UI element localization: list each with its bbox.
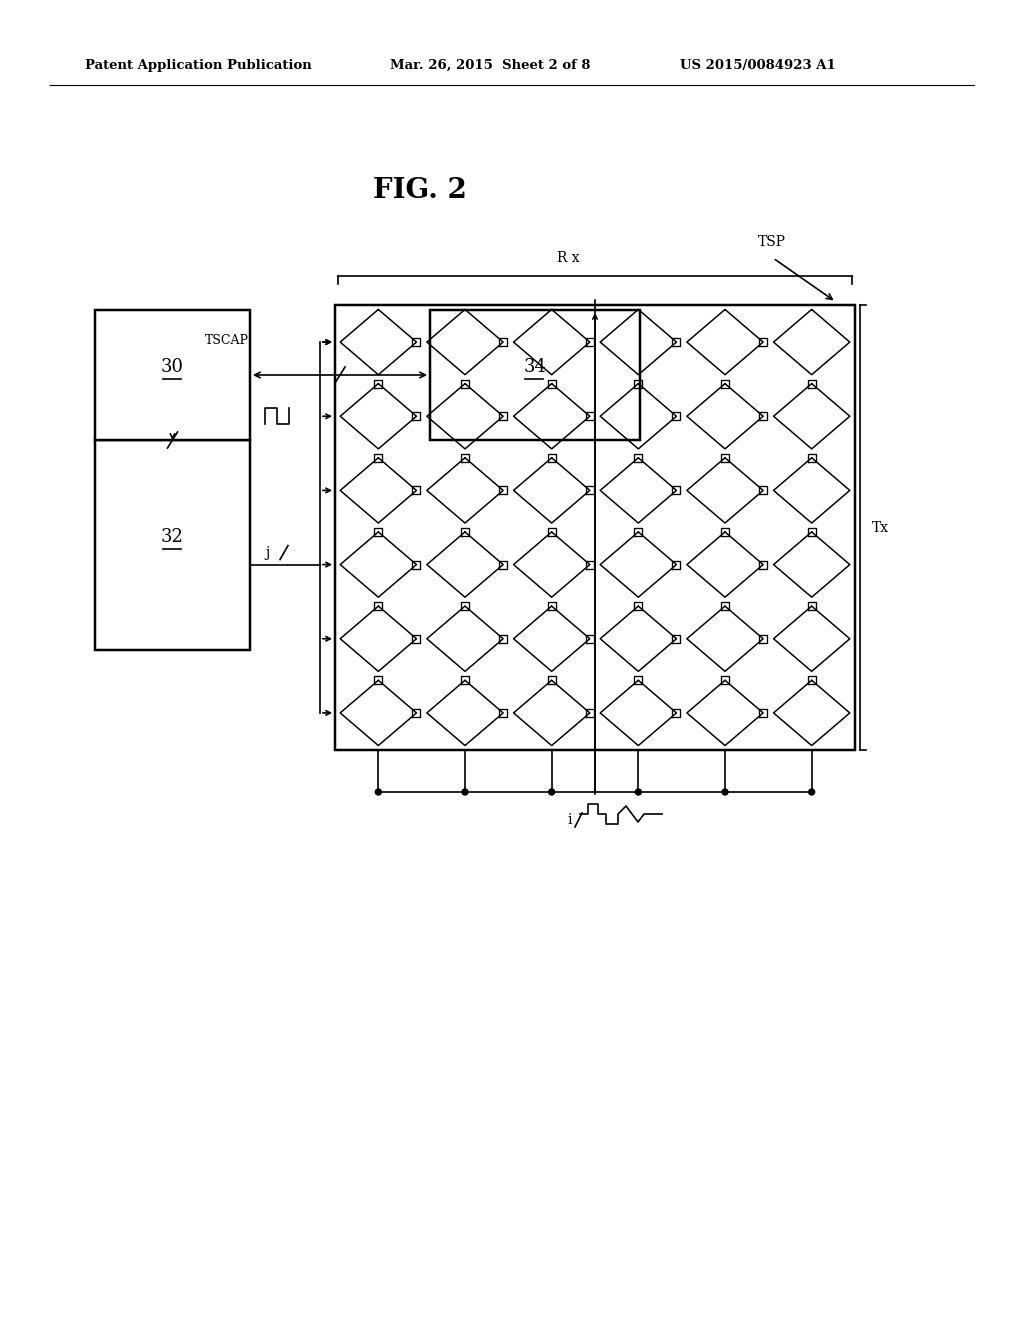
Text: 30: 30 xyxy=(161,358,184,376)
Circle shape xyxy=(809,789,815,795)
Circle shape xyxy=(549,789,555,795)
Bar xyxy=(95,440,250,649)
Text: i: i xyxy=(567,813,571,828)
Text: R x: R x xyxy=(557,251,580,265)
Text: Tx: Tx xyxy=(872,520,889,535)
Text: TSP: TSP xyxy=(758,235,786,249)
Text: Mar. 26, 2015  Sheet 2 of 8: Mar. 26, 2015 Sheet 2 of 8 xyxy=(390,58,591,71)
Text: 34: 34 xyxy=(523,358,547,376)
Circle shape xyxy=(462,789,468,795)
Text: US 2015/0084923 A1: US 2015/0084923 A1 xyxy=(680,58,836,71)
Text: TSCAP: TSCAP xyxy=(205,334,249,347)
Bar xyxy=(335,305,855,750)
Bar xyxy=(430,310,640,440)
Bar xyxy=(335,305,855,750)
Circle shape xyxy=(376,789,381,795)
Bar xyxy=(95,310,250,440)
Text: j: j xyxy=(265,545,269,560)
Circle shape xyxy=(722,789,728,795)
Text: Patent Application Publication: Patent Application Publication xyxy=(85,58,311,71)
Text: FIG. 2: FIG. 2 xyxy=(373,177,467,203)
Text: 32: 32 xyxy=(161,528,184,546)
Circle shape xyxy=(635,789,641,795)
